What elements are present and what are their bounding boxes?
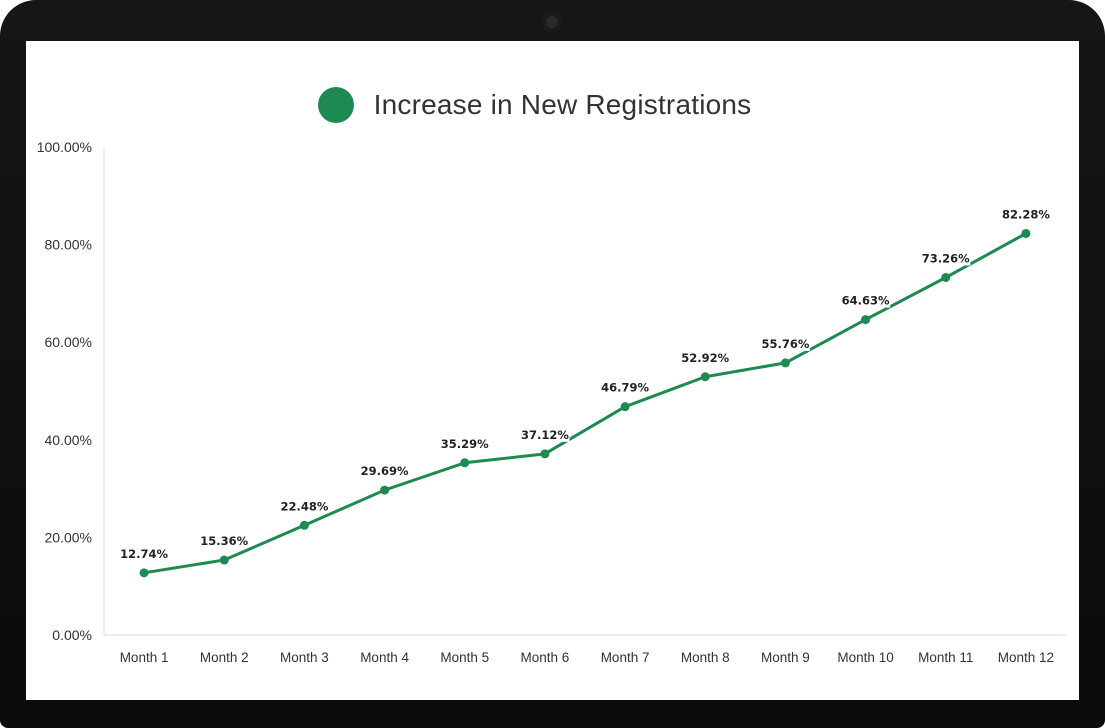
y-tick-label: 0.00% <box>52 627 92 643</box>
data-point <box>620 402 630 412</box>
data-label: 12.74% <box>120 547 168 561</box>
data-label-bg <box>680 348 730 365</box>
y-tick-label: 100.00% <box>37 139 92 155</box>
data-label: 46.79% <box>601 381 649 395</box>
data-point <box>1021 228 1031 238</box>
data-point <box>299 520 309 530</box>
y-tick-label: 20.00% <box>45 529 92 545</box>
data-label-bg <box>840 291 891 308</box>
data-point <box>780 358 790 368</box>
data-point <box>139 568 149 578</box>
x-tick-label: Month 5 <box>440 650 489 665</box>
data-label-bg <box>921 249 971 266</box>
data-label: 15.36% <box>200 534 248 548</box>
data-label: 37.12% <box>521 428 569 442</box>
data-label: 29.69% <box>361 464 409 478</box>
y-tick-label: 40.00% <box>45 432 92 448</box>
data-label: 82.28% <box>1002 207 1050 221</box>
data-point <box>941 272 951 282</box>
data-label-bg <box>440 434 490 451</box>
chart-screen: Increase in New Registrations 0.00% 20.00… <box>26 41 1079 700</box>
data-label-bg <box>760 334 811 351</box>
chart-legend: Increase in New Registrations <box>26 85 1079 125</box>
data-label: 52.92% <box>681 351 729 365</box>
data-label: 64.63% <box>842 294 890 308</box>
x-tick-label: Month 4 <box>360 650 409 665</box>
data-label-bg <box>1001 205 1051 222</box>
data-point <box>460 458 470 468</box>
data-point <box>380 485 390 495</box>
data-label: 55.76% <box>761 337 809 351</box>
data-point <box>861 315 871 325</box>
data-point <box>700 372 710 382</box>
data-label-bg <box>359 462 410 479</box>
data-label-bg <box>119 544 169 561</box>
x-tick-label: Month 3 <box>280 650 329 665</box>
data-label-bg <box>199 532 249 549</box>
camera-icon <box>542 12 562 32</box>
x-tick-label: Month 10 <box>837 650 893 665</box>
y-tick-label: 60.00% <box>45 334 92 350</box>
data-point <box>219 555 229 565</box>
data-label-bg <box>600 378 650 395</box>
x-tick-label: Month 7 <box>601 650 650 665</box>
line-chart: 0.00% 20.00% 40.00% 60.00% 80.00% 100.00% Mont… <box>37 139 1066 665</box>
x-tick-label: Month 11 <box>918 650 973 665</box>
y-tick-label: 80.00% <box>45 237 92 253</box>
data-label-bg <box>279 497 330 514</box>
legend-swatch <box>317 87 354 123</box>
x-tick-label: Month 9 <box>761 650 810 665</box>
data-label-bg <box>520 425 570 442</box>
data-label: 22.48% <box>280 499 328 513</box>
x-tick-label: Month 2 <box>200 650 249 665</box>
legend-label: Increase in New Registrations <box>373 89 752 120</box>
x-tick-label: Month 12 <box>998 650 1054 665</box>
data-label: 73.26% <box>922 251 970 265</box>
series-line <box>142 231 1028 575</box>
data-label: 35.29% <box>441 437 489 451</box>
x-tick-label: Month 1 <box>120 650 169 665</box>
data-point <box>540 449 550 459</box>
x-tick-label: Month 8 <box>681 650 730 665</box>
x-tick-label: Month 6 <box>521 650 570 665</box>
